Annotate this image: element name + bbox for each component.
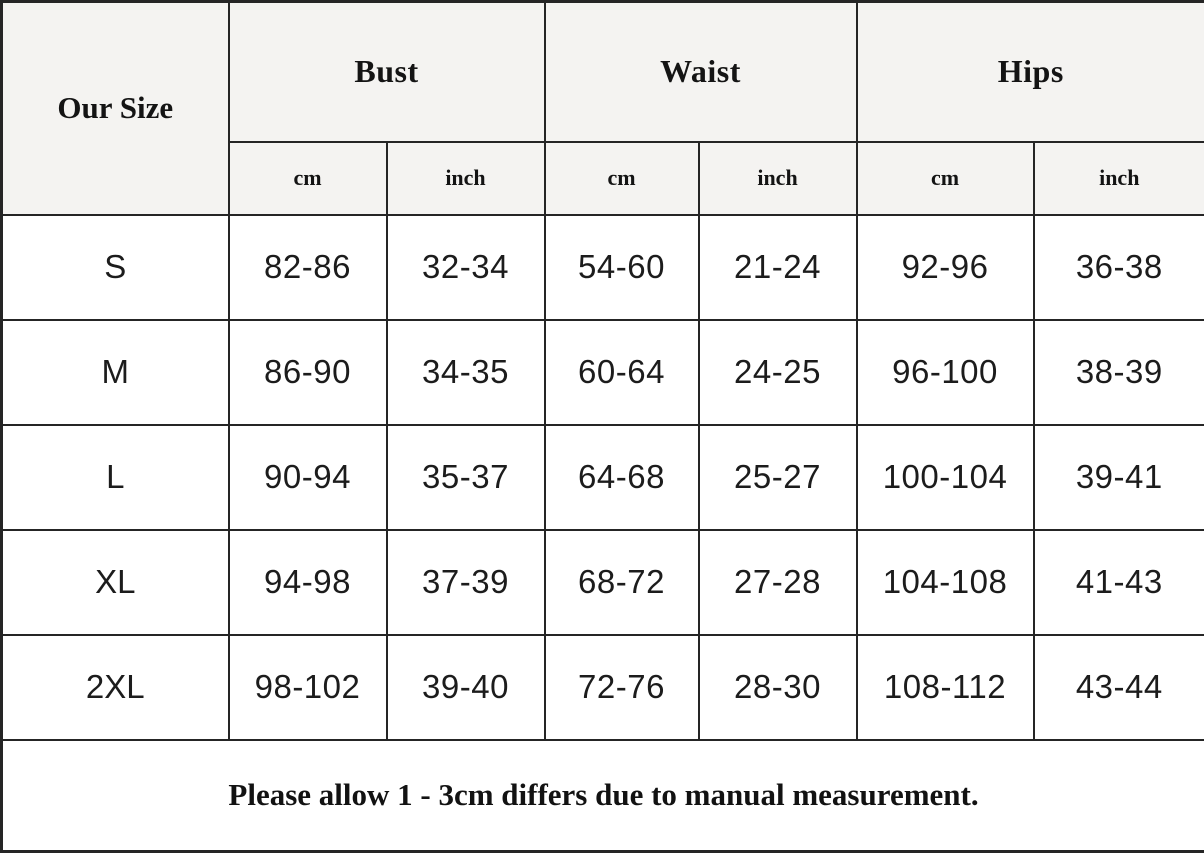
value-cell: 86-90 [229, 320, 387, 425]
value-cell: 32-34 [387, 215, 545, 320]
value-cell: 25-27 [699, 425, 857, 530]
unit-header-hips-inch: inch [1034, 142, 1204, 215]
footer-row: Please allow 1 - 3cm differs due to manu… [2, 740, 1204, 852]
value-cell: 24-25 [699, 320, 857, 425]
value-cell: 28-30 [699, 635, 857, 740]
value-cell: 90-94 [229, 425, 387, 530]
header-group-row: Our Size Bust Waist Hips [2, 2, 1204, 142]
table-row-xl: XL 94-98 37-39 68-72 27-28 104-108 41-43 [2, 530, 1204, 635]
unit-header-waist-cm: cm [545, 142, 699, 215]
header-waist: Waist [545, 2, 857, 142]
value-cell: 39-41 [1034, 425, 1204, 530]
table-row-2xl: 2XL 98-102 39-40 72-76 28-30 108-112 43-… [2, 635, 1204, 740]
unit-header-bust-inch: inch [387, 142, 545, 215]
value-cell: 21-24 [699, 215, 857, 320]
value-cell: 27-28 [699, 530, 857, 635]
footer-note: Please allow 1 - 3cm differs due to manu… [2, 740, 1204, 852]
value-cell: 72-76 [545, 635, 699, 740]
value-cell: 98-102 [229, 635, 387, 740]
size-label: XL [2, 530, 229, 635]
unit-header-waist-inch: inch [699, 142, 857, 215]
value-cell: 41-43 [1034, 530, 1204, 635]
value-cell: 82-86 [229, 215, 387, 320]
value-cell: 54-60 [545, 215, 699, 320]
value-cell: 35-37 [387, 425, 545, 530]
value-cell: 100-104 [857, 425, 1034, 530]
table-row-l: L 90-94 35-37 64-68 25-27 100-104 39-41 [2, 425, 1204, 530]
header-hips: Hips [857, 2, 1204, 142]
size-label: L [2, 425, 229, 530]
value-cell: 68-72 [545, 530, 699, 635]
size-label: M [2, 320, 229, 425]
value-cell: 43-44 [1034, 635, 1204, 740]
size-label: 2XL [2, 635, 229, 740]
value-cell: 38-39 [1034, 320, 1204, 425]
header-our-size: Our Size [2, 2, 229, 215]
unit-header-bust-cm: cm [229, 142, 387, 215]
size-label: S [2, 215, 229, 320]
value-cell: 108-112 [857, 635, 1034, 740]
value-cell: 96-100 [857, 320, 1034, 425]
value-cell: 92-96 [857, 215, 1034, 320]
value-cell: 37-39 [387, 530, 545, 635]
table-row-m: M 86-90 34-35 60-64 24-25 96-100 38-39 [2, 320, 1204, 425]
unit-header-hips-cm: cm [857, 142, 1034, 215]
value-cell: 39-40 [387, 635, 545, 740]
table-row-s: S 82-86 32-34 54-60 21-24 92-96 36-38 [2, 215, 1204, 320]
header-bust: Bust [229, 2, 545, 142]
value-cell: 94-98 [229, 530, 387, 635]
value-cell: 36-38 [1034, 215, 1204, 320]
value-cell: 104-108 [857, 530, 1034, 635]
value-cell: 34-35 [387, 320, 545, 425]
value-cell: 64-68 [545, 425, 699, 530]
value-cell: 60-64 [545, 320, 699, 425]
